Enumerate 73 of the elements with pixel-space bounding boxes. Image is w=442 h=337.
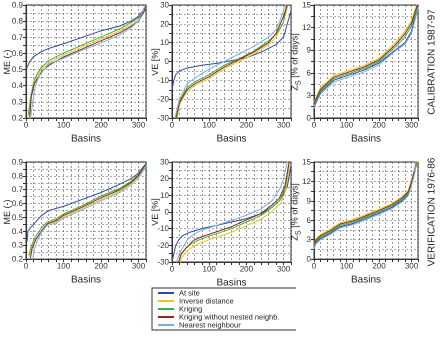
y-tick-label: 0.3: [12, 240, 24, 250]
x-tick-label: 100: [202, 120, 216, 130]
y-axis-title: ME (-): [2, 200, 12, 224]
y-tick-label: 12: [302, 23, 312, 32]
x-axis-title: Basins: [216, 277, 247, 288]
y-tick-label: 0.9: [12, 158, 24, 166]
x-tick-label: 200: [372, 120, 386, 130]
y-tick-label: 0.3: [12, 97, 24, 106]
y-tick-label: 3: [306, 235, 312, 244]
x-axis-title: Basins: [70, 133, 102, 144]
x-tick-label: 300: [404, 262, 419, 271]
y-tick-label: 0.7: [12, 185, 24, 194]
x-axis-title: Basins: [350, 274, 382, 286]
x-axis-title: Basins: [216, 133, 247, 144]
y-tick-label: 0.6: [12, 199, 24, 208]
y-tick-label: 9: [306, 196, 312, 206]
x-tick-label: 300: [276, 264, 291, 274]
x-tick-label: 300: [404, 120, 419, 130]
y-tick-label: 6: [306, 68, 312, 78]
y-tick-label: -20: [157, 94, 170, 104]
x-tick-label: 200: [372, 262, 386, 271]
x-tick-label: 300: [132, 120, 146, 130]
y-tick-label: 0.5: [12, 65, 24, 74]
y-tick-label: 20: [160, 174, 170, 184]
y-tick-label: -30: [157, 114, 170, 122]
y-tick-label: 0.2: [12, 254, 24, 264]
y-tick-label: 0.4: [12, 81, 24, 90]
x-axis-title: Basins: [70, 274, 102, 286]
text: VERIFICATION 1976-86: [426, 158, 438, 266]
y-tick-label: 10: [160, 190, 170, 200]
x-tick-label: 300: [276, 120, 291, 130]
y-tick-label: 30: [160, 158, 170, 166]
y-tick-label: 0.9: [12, 0, 24, 10]
y-axis-title: VE [%]: [150, 48, 160, 76]
y-tick-label: -10: [157, 224, 170, 234]
y-tick-label: -30: [157, 258, 170, 266]
y-tick-label: 0.6: [12, 48, 24, 58]
y-tick-label: 0: [306, 114, 312, 122]
x-tick-label: 200: [94, 120, 108, 130]
x-tick-label: 200: [240, 264, 254, 274]
y-axis-title: VE [%]: [150, 198, 160, 226]
y-tick-label: 12: [302, 176, 312, 186]
y-tick-label: 15: [302, 158, 312, 166]
y-tick-label: 30: [160, 0, 170, 10]
x-tick-label: 100: [56, 120, 71, 130]
y-tick-label: 20: [160, 19, 170, 28]
y-tick-label: 0: [306, 254, 312, 264]
x-tick-label: 100: [340, 120, 354, 130]
y-tick-label: 0.2: [12, 114, 24, 122]
x-tick-label: 100: [56, 262, 71, 271]
x-tick-label: 200: [94, 262, 108, 271]
y-tick-label: 0: [164, 57, 170, 66]
y-tick-label: 9: [306, 46, 312, 55]
y-tick-label: 0.8: [12, 16, 24, 26]
x-tick-label: 200: [240, 120, 254, 130]
y-tick-label: 0.5: [12, 212, 24, 222]
y-tick-label: 0: [164, 208, 170, 216]
y-tick-label: 6: [306, 216, 312, 225]
line-series: [172, 10, 292, 90]
x-axis-title: Basins: [350, 133, 382, 144]
x-tick-label: 100: [340, 262, 354, 271]
x-tick-label: 100: [202, 264, 216, 274]
y-tick-label: -20: [157, 240, 170, 250]
y-tick-label: 10: [160, 38, 170, 48]
y-tick-label: 0.8: [12, 171, 24, 180]
y-tick-label: 0.7: [12, 32, 24, 42]
text: CALIBRATION 1987-97: [426, 8, 438, 114]
x-tick-label: 300: [132, 262, 146, 271]
y-tick-label: 3: [306, 90, 312, 100]
y-tick-label: 15: [302, 0, 312, 10]
y-tick-label: -10: [157, 76, 170, 85]
y-tick-label: 0.4: [12, 226, 24, 236]
y-axis-title: ME (-): [2, 49, 12, 74]
